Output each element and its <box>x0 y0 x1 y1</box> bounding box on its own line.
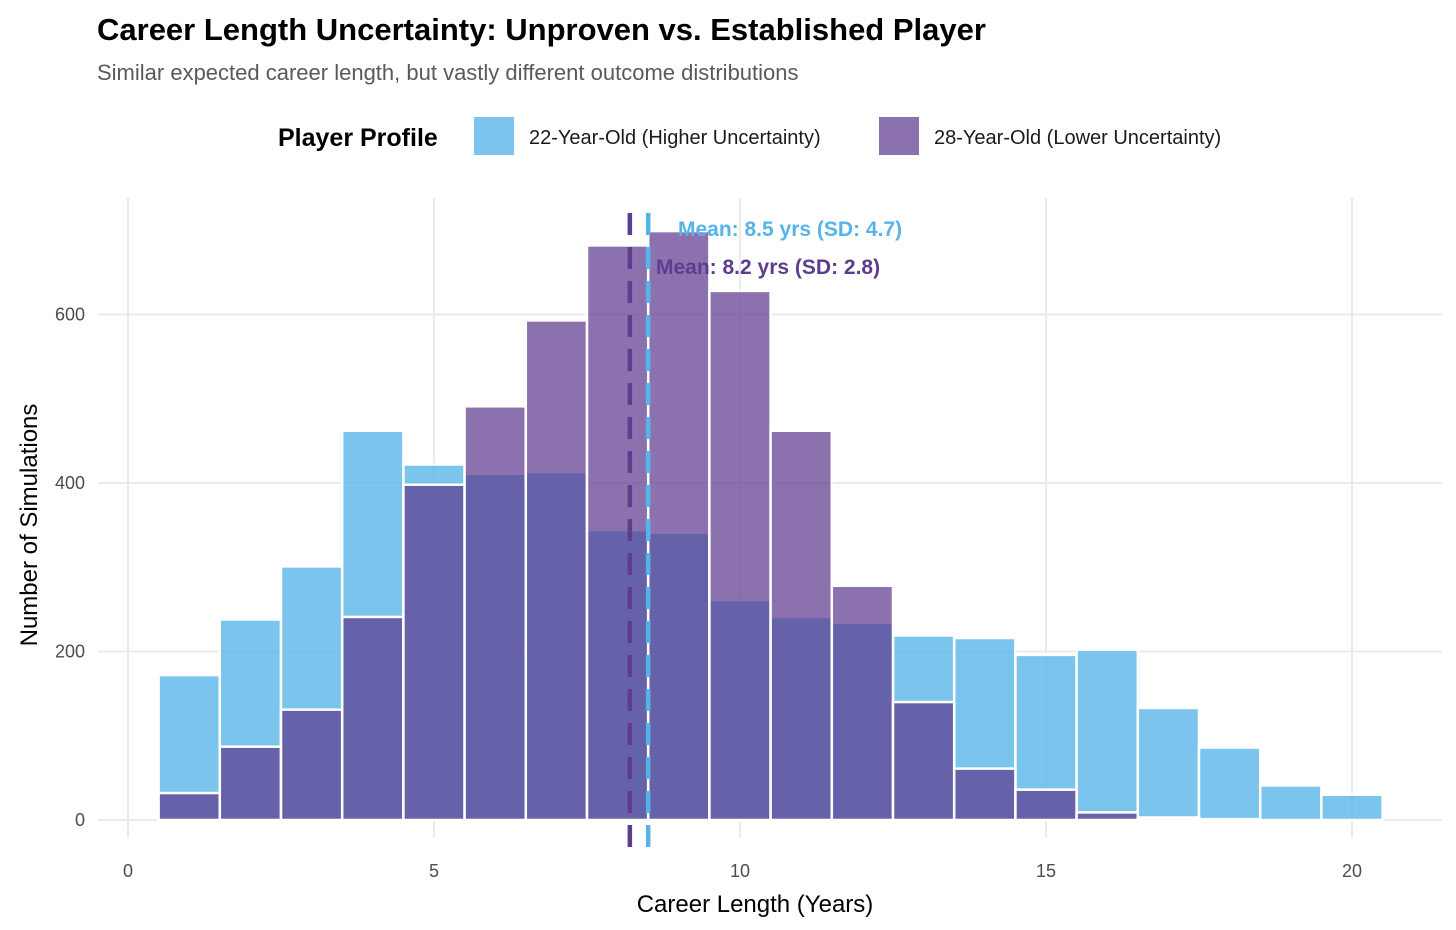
legend-title: Player Profile <box>278 124 438 152</box>
legend-label-22-year-old: 22-Year-Old (Higher Uncertainty) <box>529 127 821 149</box>
bar-28-year-old <box>463 405 528 822</box>
bar-28-year-old <box>279 708 344 822</box>
bar-28-year-old <box>402 483 466 822</box>
bar-22-year-old <box>1075 648 1140 822</box>
bar-28-year-old <box>1075 811 1140 822</box>
bar-28-year-old <box>646 229 711 822</box>
bar-22-year-old <box>1320 793 1384 822</box>
legend-swatch-28-year-old <box>879 117 919 155</box>
mean-lines <box>627 213 651 848</box>
x-axis-title: Career Length (Years) <box>637 891 874 918</box>
bar-28-year-old <box>1136 816 1201 822</box>
bar-22-year-old <box>1258 784 1323 822</box>
x-tick-label: 0 <box>123 861 133 881</box>
chart-title: Career Length Uncertainty: Unproven vs. … <box>97 12 986 47</box>
bar-28-year-old <box>524 319 589 822</box>
mean-annotation-28-year-old: Mean: 8.2 yrs (SD: 2.8) <box>656 256 880 279</box>
annotations: Mean: 8.5 yrs (SD: 4.7) Mean: 8.2 yrs (S… <box>656 218 902 279</box>
legend-label-28-year-old: 28-Year-Old (Lower Uncertainty) <box>934 127 1221 149</box>
bar-28-year-old <box>952 767 1017 822</box>
y-axis-title: Number of Simulations <box>16 404 43 647</box>
bar-28-year-old <box>1197 817 1262 822</box>
bar-28-year-old <box>708 289 772 822</box>
bar-22-year-old <box>1136 706 1201 822</box>
x-tick-label: 15 <box>1036 861 1056 881</box>
bar-28-year-old <box>218 745 283 822</box>
bar-28-year-old <box>585 244 650 822</box>
y-tick-label: 600 <box>55 305 85 325</box>
bars <box>157 229 1384 822</box>
chart-subtitle: Similar expected career length, but vast… <box>97 60 799 85</box>
legend: Player Profile 22-Year-Old (Higher Uncer… <box>278 117 1221 155</box>
bar-28-year-old <box>769 429 834 822</box>
bar-28-year-old <box>157 791 222 822</box>
bar-28-year-old <box>891 700 956 822</box>
bar-28-year-old <box>830 584 895 822</box>
bar-22-year-old <box>1197 746 1262 822</box>
bar-28-year-old <box>1014 788 1078 822</box>
x-tick-label: 5 <box>429 861 439 881</box>
y-tick-label: 0 <box>75 810 85 830</box>
mean-annotation-22-year-old: Mean: 8.5 yrs (SD: 4.7) <box>678 218 902 241</box>
bar-28-year-old <box>340 615 405 822</box>
legend-swatch-22-year-old <box>474 117 514 155</box>
x-tick-label: 10 <box>730 861 750 881</box>
y-tick-label: 400 <box>55 473 85 493</box>
x-tick-label: 20 <box>1342 861 1362 881</box>
y-tick-label: 200 <box>55 642 85 662</box>
